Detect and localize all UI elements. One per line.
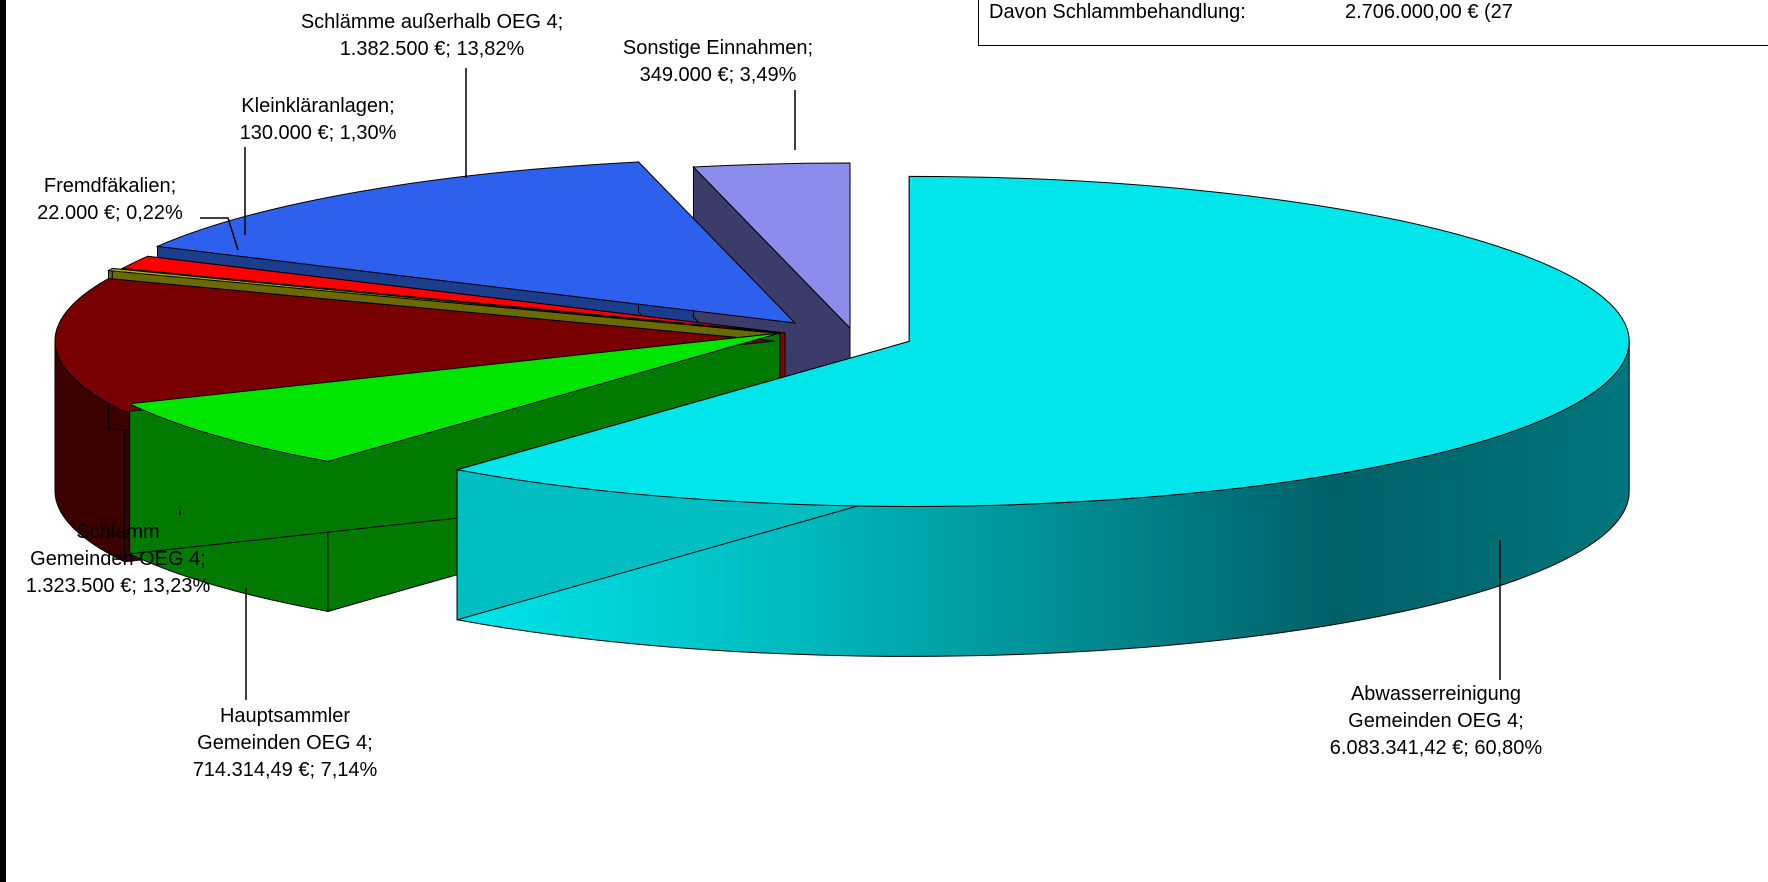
slice-label-fremdfaekalien-line-0: Fremdfäkalien; — [44, 175, 176, 197]
slice-label-abwasserreinigung-line-1: Gemeinden OEG 4; — [1348, 710, 1524, 732]
slice-top-schlaemme-ausserhalb — [155, 161, 797, 324]
leader-line-fremdfaekalien — [200, 217, 239, 251]
slice-label-sonstige-einnahmen-line-1: 349.000 €; 3,49% — [640, 64, 797, 86]
slice-label-abwasserreinigung-line-2: 6.083.341,42 €; 60,80% — [1330, 737, 1543, 759]
info-box-label: Davon Schlammbehandlung: — [989, 1, 1246, 23]
slice-label-abwasserreinigung-line-0: Abwasserreinigung — [1351, 683, 1521, 705]
left-edge-bar — [0, 0, 6, 882]
slice-label-fremdfaekalien-line-1: 22.000 €; 0,22% — [37, 202, 183, 224]
slice-label-schlamm-gemeinden-line-0: Schlamm — [76, 521, 159, 543]
slice-top-sonstige-einnahmen — [692, 162, 851, 330]
slice-top-fremdfaekalien — [106, 267, 776, 334]
info-box: Davon Schlammbehandlung: 2.706.000,00 € … — [978, 0, 1768, 46]
slice-label-schlaemme-ausserhalb-line-0: Schlämme außerhalb OEG 4; — [301, 11, 563, 33]
slice-label-sonstige-einnahmen-line-0: Sonstige Einnahmen; — [623, 37, 813, 59]
slice-top-abwasserreinigung — [456, 175, 1630, 507]
slice-top-kleinklaeranlagen — [120, 255, 786, 334]
slice-label-kleinklaeranlagen-line-1: 130.000 €; 1,30% — [240, 122, 397, 144]
slice-label-hauptsammler-line-1: Gemeinden OEG 4; — [197, 732, 373, 754]
slice-label-hauptsammler-line-0: Hauptsammler — [220, 705, 350, 727]
slice-top-hauptsammler — [127, 332, 781, 462]
slice-label-kleinklaeranlagen-line-0: Kleinkläranlagen; — [241, 95, 394, 117]
slice-label-schlamm-gemeinden-line-2: 1.323.500 €; 13,23% — [26, 575, 211, 597]
slice-label-schlaemme-ausserhalb-line-1: 1.382.500 €; 13,82% — [340, 38, 525, 60]
slice-top-schlamm-gemeinden — [54, 278, 776, 413]
slice-label-schlamm-gemeinden-line-1: Gemeinden OEG 4; — [30, 548, 206, 570]
info-box-value: 2.706.000,00 € (27 — [1345, 1, 1513, 23]
slice-label-hauptsammler-line-2: 714.314,49 €; 7,14% — [193, 759, 378, 781]
